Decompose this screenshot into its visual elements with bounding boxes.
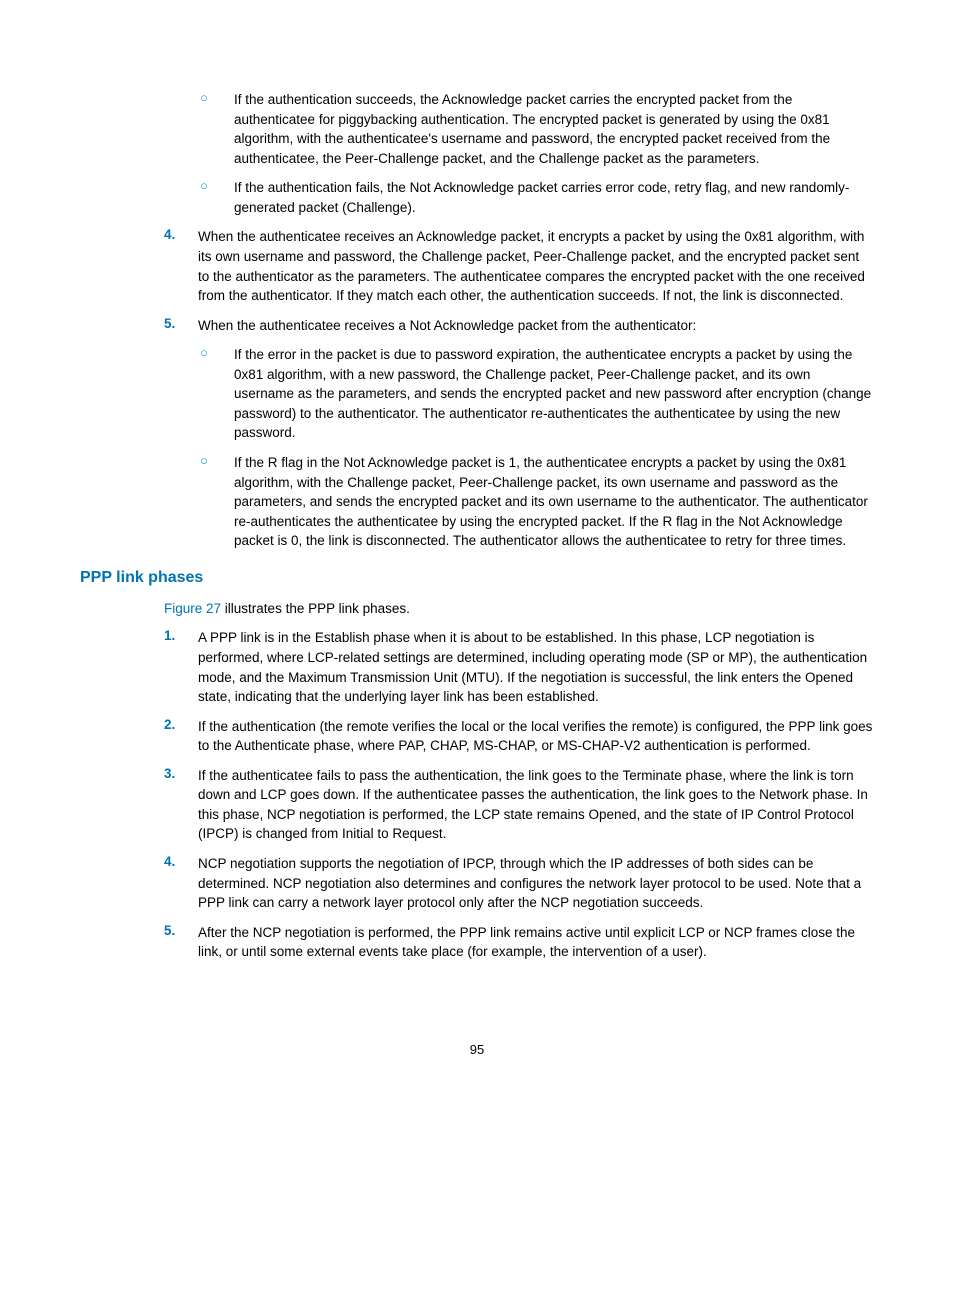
numbered-item: 4. When the authenticatee receives an Ac… xyxy=(80,227,874,305)
document-page: ○ If the authentication succeeds, the Ac… xyxy=(0,0,954,1117)
list-number: 4. xyxy=(80,227,198,305)
list-number: 3. xyxy=(80,766,198,844)
numbered-item: 1. A PPP link is in the Establish phase … xyxy=(80,628,874,706)
body-text: NCP negotiation supports the negotiation… xyxy=(198,854,874,913)
body-text: If the authentication succeeds, the Ackn… xyxy=(234,90,874,168)
list-number: 1. xyxy=(80,628,198,706)
numbered-item: 5. When the authenticatee receives a Not… xyxy=(80,316,874,336)
numbered-item: 4. NCP negotiation supports the negotiat… xyxy=(80,854,874,913)
body-text: After the NCP negotiation is performed, … xyxy=(198,923,874,962)
body-text: If the authenticatee fails to pass the a… xyxy=(198,766,874,844)
numbered-item: 5. After the NCP negotiation is performe… xyxy=(80,923,874,962)
circle-bullet-icon: ○ xyxy=(80,453,234,551)
numbered-item: 2. If the authentication (the remote ver… xyxy=(80,717,874,756)
body-text: If the authentication fails, the Not Ack… xyxy=(234,178,874,217)
sub-bullet-item: ○ If the authentication succeeds, the Ac… xyxy=(80,90,874,168)
section-heading: PPP link phases xyxy=(80,569,874,587)
list-number: 2. xyxy=(80,717,198,756)
page-number: 95 xyxy=(80,1042,874,1057)
figure-reference-link[interactable]: Figure 27 xyxy=(164,601,221,616)
body-text: A PPP link is in the Establish phase whe… xyxy=(198,628,874,706)
circle-bullet-icon: ○ xyxy=(80,90,234,168)
list-number: 5. xyxy=(80,316,198,336)
sub-bullet-item: ○ If the R flag in the Not Acknowledge p… xyxy=(80,453,874,551)
sub-bullet-item: ○ If the authentication fails, the Not A… xyxy=(80,178,874,217)
intro-paragraph: Figure 27 illustrates the PPP link phase… xyxy=(80,599,874,619)
body-text: If the error in the packet is due to pas… xyxy=(234,345,874,443)
body-text: If the R flag in the Not Acknowledge pac… xyxy=(234,453,874,551)
sub-bullet-item: ○ If the error in the packet is due to p… xyxy=(80,345,874,443)
body-text: illustrates the PPP link phases. xyxy=(221,601,410,616)
circle-bullet-icon: ○ xyxy=(80,345,234,443)
body-text: When the authenticatee receives a Not Ac… xyxy=(198,316,874,336)
list-number: 5. xyxy=(80,923,198,962)
circle-bullet-icon: ○ xyxy=(80,178,234,217)
body-text: When the authenticatee receives an Ackno… xyxy=(198,227,874,305)
list-number: 4. xyxy=(80,854,198,913)
body-text: If the authentication (the remote verifi… xyxy=(198,717,874,756)
numbered-item: 3. If the authenticatee fails to pass th… xyxy=(80,766,874,844)
